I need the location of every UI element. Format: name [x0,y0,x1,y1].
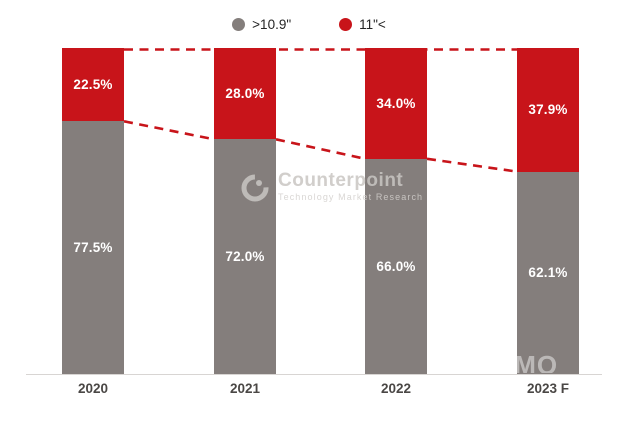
segment-red-2020: 22.5% [62,48,124,122]
segment-red-2021: 28.0% [214,48,276,140]
segment-value-label: 77.5% [73,240,113,256]
legend-marker-red-icon [339,18,353,31]
x-axis-line [26,374,602,375]
segment-value-label: 37.9% [528,102,568,118]
segment-red-2023f: 37.9% [517,48,579,172]
segment-gray-2021: 72.0% [214,139,276,374]
segment-red-2022: 34.0% [365,48,427,159]
legend-marker-gray-icon [232,18,246,31]
segment-gray-2023f: 62.1% [517,171,579,374]
legend-label-red: 11"< [359,17,386,32]
segment-value-label: 62.1% [528,265,568,281]
x-tick-2020: 2020 [77,381,109,396]
segment-value-label: 66.0% [376,258,416,274]
x-tick-2021: 2021 [229,381,261,396]
bar-2022: 34.0% 66.0% [365,48,427,374]
bar-2020: 22.5% 77.5% [62,48,124,374]
legend-item-gray: >10.9" [232,17,291,32]
bar-2021: 28.0% 72.0% [214,48,276,374]
segment-gray-2022: 66.0% [365,158,427,374]
segment-gray-2020: 77.5% [62,121,124,374]
segment-value-label: 22.5% [73,77,113,93]
segment-value-label: 72.0% [225,249,265,265]
legend: >10.9" 11"< [0,17,618,32]
segment-value-label: 34.0% [376,95,416,111]
x-tick-2022: 2022 [380,381,412,396]
segment-value-label: 28.0% [225,86,265,102]
legend-item-red: 11"< [339,17,386,32]
legend-label-gray: >10.9" [252,17,292,32]
bar-2023f: 37.9% 62.1% [517,48,579,374]
x-tick-2023f: 2023 F [526,381,570,396]
